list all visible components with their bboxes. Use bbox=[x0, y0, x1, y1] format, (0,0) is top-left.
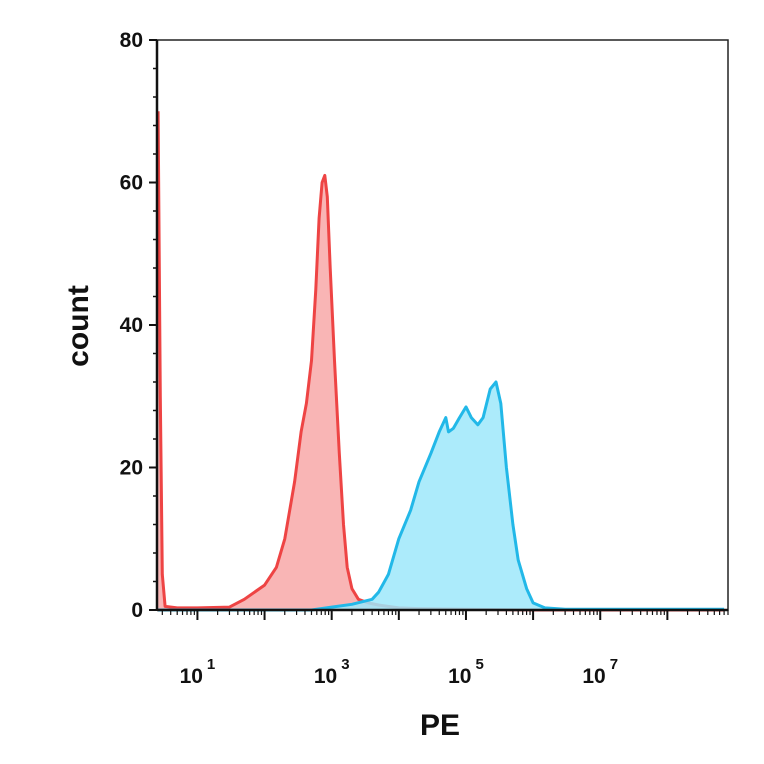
axis-ticks: 0 20 40 60 80 101 103 105 107 bbox=[120, 29, 729, 688]
x-tick-label: 101 bbox=[180, 656, 216, 688]
series-2-area bbox=[158, 382, 725, 610]
y-tick-label: 40 bbox=[120, 314, 143, 337]
x-axis-label: PE bbox=[420, 709, 460, 742]
series-layer bbox=[156, 111, 725, 612]
y-tick-label: 60 bbox=[120, 172, 143, 195]
y-tick-label: 0 bbox=[131, 599, 143, 622]
series-2-line bbox=[158, 380, 725, 612]
y-tick-label: 20 bbox=[120, 457, 143, 480]
x-tick-label: 107 bbox=[582, 656, 618, 688]
y-tick-label: 80 bbox=[120, 29, 143, 52]
y-axis-label: count bbox=[62, 285, 95, 367]
axis-labels: PE count bbox=[62, 285, 460, 742]
x-tick-label: 103 bbox=[314, 656, 350, 688]
x-tick-label: 105 bbox=[448, 656, 484, 688]
series-1-area bbox=[158, 111, 725, 611]
